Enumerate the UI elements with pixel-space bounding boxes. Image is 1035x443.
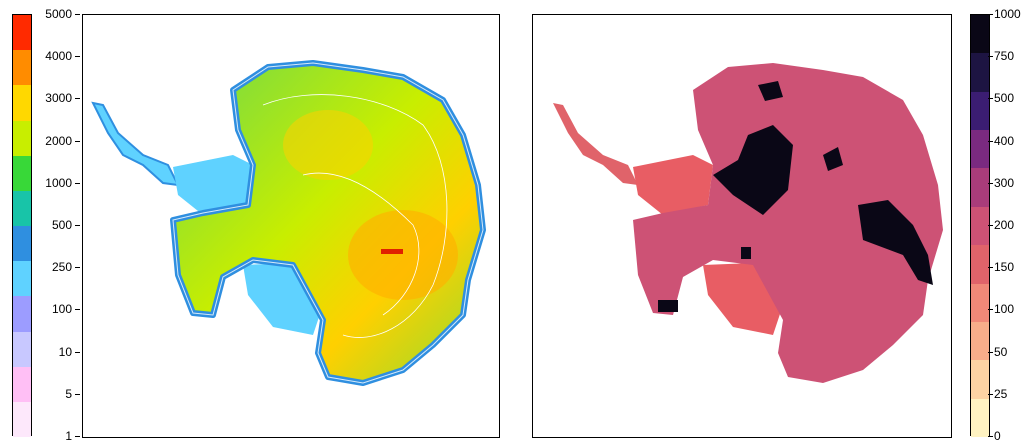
colorbar-tick-label: 400 (994, 133, 1015, 148)
colorbar-tick-mark (988, 182, 993, 184)
colorbar-tick-mark (988, 14, 993, 15)
colorbar-tick-label: 1 (65, 429, 72, 443)
colorbar-tick-mark (988, 309, 993, 311)
continent-main (633, 63, 943, 383)
colorbar-segment (13, 331, 31, 368)
colorbar-tick-mark (988, 225, 993, 226)
colorbar-tick-label: 200 (994, 218, 1015, 232)
colorbar-tick-mark (75, 267, 80, 269)
colorbar-tick-mark (75, 309, 80, 311)
peninsula-region (553, 103, 638, 185)
colorbar-tick-mark (988, 436, 993, 437)
peninsula-region (91, 101, 180, 187)
colorbar-tick-mark (75, 393, 80, 395)
colorbar-tick-label: 250 (51, 260, 72, 275)
colorbar-segment (13, 190, 31, 227)
high-uncertainty-patch (658, 300, 678, 312)
ice-shelf-west (633, 155, 713, 215)
colorbar-segment (971, 53, 989, 93)
colorbar-segment (971, 283, 989, 323)
plateau-east (348, 210, 458, 300)
high-uncertainty-patch (758, 81, 783, 101)
colorbar-segment (971, 206, 989, 246)
colorbar-segment (13, 366, 31, 403)
high-uncertainty-patch (713, 125, 793, 215)
colorbar-tick-label: 5000 (45, 7, 72, 21)
contour-line (262, 94, 448, 338)
uncertainty-colorbar (970, 14, 990, 438)
colorbar-tick-mark (988, 393, 993, 395)
colorbar-segment (13, 50, 31, 86)
colorbar-segment (971, 245, 989, 285)
colorbar-tick-label: 50 (994, 344, 1008, 359)
colorbar-tick-mark (75, 14, 80, 15)
plateau-center (283, 110, 373, 180)
coast-outline (172, 62, 484, 384)
colorbar-segment (13, 261, 31, 297)
colorbar-tick-mark (988, 98, 993, 100)
high-uncertainty-patch (858, 200, 933, 285)
colorbar-segment (13, 296, 31, 332)
elevation-map (91, 60, 486, 386)
colorbar-segment (13, 15, 31, 51)
colorbar-tick-label: 5 (65, 386, 72, 401)
colorbar-tick-label: 2000 (45, 133, 72, 148)
colorbar-tick-mark (988, 140, 993, 142)
contour-line (302, 172, 420, 316)
colorbar-tick-label: 150 (994, 260, 1015, 275)
colorbar-segment (971, 321, 989, 361)
colorbar-tick-mark (75, 436, 80, 437)
colorbar-tick-label: 300 (994, 175, 1015, 190)
colorbar-tick-label: 25 (994, 386, 1008, 401)
colorbar-tick-label: 100 (51, 302, 72, 317)
uncertainty-map-panel (532, 14, 952, 438)
dome-a-peak (381, 249, 403, 254)
colorbar-segment (971, 91, 989, 131)
ice-shelf-west (173, 155, 253, 215)
elevation-colorbar (12, 14, 32, 438)
colorbar-segment (971, 15, 989, 54)
colorbar-segment (13, 155, 31, 192)
colorbar-tick-label: 100 (994, 302, 1015, 317)
colorbar-tick-label: 10 (58, 344, 72, 359)
colorbar-tick-label: 500 (51, 218, 72, 232)
colorbar-tick-mark (988, 351, 993, 353)
elevation-map-panel (82, 14, 500, 438)
high-uncertainty-patch (741, 247, 751, 259)
colorbar-tick-label: 4000 (45, 49, 72, 64)
colorbar-segment (971, 130, 989, 169)
colorbar-tick-label: 1000 (994, 7, 1021, 21)
colorbar-tick-label: 1000 (45, 175, 72, 190)
colorbar-segment (971, 168, 989, 208)
colorbar-tick-mark (75, 140, 80, 142)
colorbar-tick-mark (75, 98, 80, 100)
colorbar-tick-label: 3000 (45, 91, 72, 106)
colorbar-tick-label: 750 (994, 49, 1015, 64)
colorbar-segment (13, 401, 31, 438)
colorbar-tick-label: 500 (994, 91, 1015, 106)
colorbar-tick-label: 0 (994, 429, 1001, 443)
high-uncertainty-patch (823, 147, 843, 171)
colorbar-tick-mark (75, 225, 80, 226)
colorbar-segment (971, 360, 989, 400)
colorbar-segment (13, 85, 31, 121)
colorbar-segment (971, 398, 989, 438)
colorbar-segment (13, 226, 31, 262)
colorbar-segment (13, 120, 31, 157)
colorbar-tick-mark (988, 56, 993, 58)
colorbar-tick-mark (75, 182, 80, 184)
uncertainty-map (553, 63, 943, 383)
colorbar-tick-mark (75, 351, 80, 353)
colorbar-tick-mark (75, 56, 80, 58)
colorbar-tick-mark (988, 267, 993, 269)
